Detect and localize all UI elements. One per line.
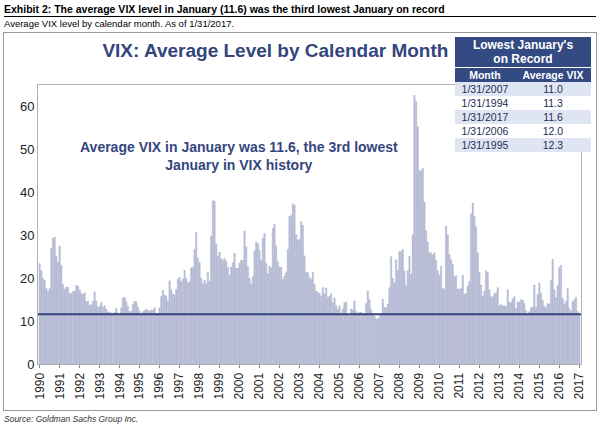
svg-text:2010: 2010 — [432, 372, 446, 399]
html-text:Exhibit 2: The average VIX lev: Exhibit 2: The average VIX level in Janu… — [4, 3, 445, 15]
html-text:Source: Goldman Sachs Group In: Source: Goldman Sachs Group Inc. — [4, 414, 139, 424]
svg-text:2004: 2004 — [312, 372, 326, 399]
svg-text:2003: 2003 — [292, 372, 306, 399]
svg-text:1998: 1998 — [192, 372, 206, 399]
html-text:on Record: on Record — [493, 52, 553, 66]
html-text:1/31/2017: 1/31/2017 — [461, 111, 509, 123]
svg-text:1999: 1999 — [212, 372, 226, 399]
html-text:1/31/2007: 1/31/2007 — [461, 83, 509, 95]
svg-text:2013: 2013 — [492, 372, 506, 399]
html-text:12.3: 12.3 — [542, 139, 564, 151]
svg-text:2016: 2016 — [552, 372, 566, 399]
svg-text:2012: 2012 — [472, 372, 486, 399]
svg-text:1997: 1997 — [172, 372, 186, 399]
svg-text:2011: 2011 — [452, 372, 466, 398]
svg-text:VIX: Average Level by Calendar: VIX: Average Level by Calendar Month — [102, 40, 448, 61]
svg-text:2005: 2005 — [332, 372, 346, 399]
svg-text:2015: 2015 — [532, 372, 546, 399]
svg-text:2001: 2001 — [252, 372, 266, 399]
html-text:1/31/1995: 1/31/1995 — [461, 139, 509, 151]
svg-text:1996: 1996 — [152, 372, 166, 399]
svg-text:0: 0 — [27, 357, 34, 372]
html-text:11.6: 11.6 — [543, 111, 563, 123]
html-text:12.0: 12.0 — [542, 125, 564, 137]
svg-text:10: 10 — [20, 314, 34, 329]
html-text:1/31/1994: 1/31/1994 — [461, 97, 509, 109]
svg-text:1994: 1994 — [113, 372, 127, 399]
svg-text:40: 40 — [20, 185, 34, 200]
svg-text:30: 30 — [20, 228, 34, 243]
svg-text:1991: 1991 — [53, 372, 67, 399]
html-text:1/31/2006: 1/31/2006 — [461, 125, 509, 137]
svg-text:2009: 2009 — [412, 372, 426, 399]
svg-text:1993: 1993 — [93, 372, 107, 399]
svg-text:2007: 2007 — [372, 372, 386, 399]
html-text:11.0: 11.0 — [543, 83, 563, 95]
svg-text:20: 20 — [20, 271, 34, 286]
svg-text:50: 50 — [20, 142, 34, 157]
svg-text:Average VIX in January was 11.: Average VIX in January was 11.6, the 3rd… — [80, 139, 398, 173]
svg-text:2017: 2017 — [572, 372, 586, 399]
svg-text:2008: 2008 — [392, 372, 406, 399]
html-text:Average VIX: Average VIX — [522, 69, 584, 81]
html-text:Month: Month — [469, 69, 501, 81]
svg-text:1990: 1990 — [33, 372, 47, 399]
html-text:Average VIX level by calendar: Average VIX level by calendar month. As … — [4, 18, 235, 29]
html-text:11.3: 11.3 — [543, 97, 563, 109]
svg-text:2014: 2014 — [512, 372, 526, 399]
svg-text:2002: 2002 — [272, 372, 286, 399]
svg-text:2006: 2006 — [352, 372, 366, 399]
svg-text:2000: 2000 — [232, 372, 246, 399]
html-text:Lowest January's: Lowest January's — [472, 38, 574, 52]
svg-text:1995: 1995 — [133, 372, 147, 399]
svg-text:1992: 1992 — [73, 372, 87, 399]
svg-text:60: 60 — [20, 99, 34, 114]
